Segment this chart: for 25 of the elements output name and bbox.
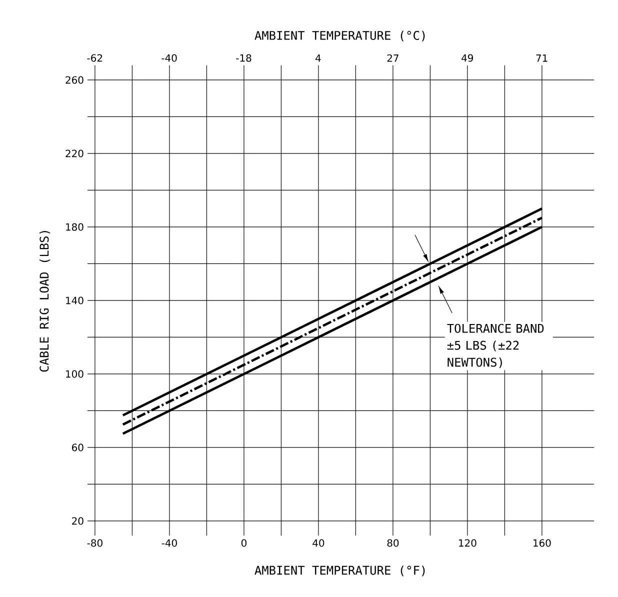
y-tick-label: 20 <box>72 517 84 525</box>
x2-tick-label: -18 <box>236 54 252 62</box>
x-tick-label: 0 <box>241 539 246 547</box>
x-tick-label: -80 <box>87 539 102 547</box>
y-tick-label: 60 <box>72 444 84 452</box>
x2-tick-label: 71 <box>536 54 548 62</box>
x-tick-label: 160 <box>534 539 551 547</box>
annotation: TOLERANCE BAND ±5 LBS (±22 NEWTONS) <box>447 324 544 368</box>
y-tick-label: 180 <box>66 223 84 231</box>
x2-tick-label: 4 <box>315 54 321 62</box>
x2-axis-title: AMBIENT TEMPERATURE (°C) <box>254 30 425 42</box>
x-tick-label: 120 <box>459 539 476 547</box>
x2-tick-label: 27 <box>387 54 398 62</box>
x2-tick-label: -40 <box>162 54 177 62</box>
x-tick-label: -40 <box>162 539 177 547</box>
x-tick-label: 40 <box>312 539 324 547</box>
y-tick-label: 140 <box>66 296 84 304</box>
x2-tick-label: -62 <box>87 54 102 62</box>
x2-tick-label: 49 <box>462 54 474 62</box>
y-tick-label: 260 <box>66 76 84 84</box>
x-axis-title: AMBIENT TEMPERATURE (°F) <box>254 566 425 576</box>
y-axis-title: CABLE RIG LOAD (LBS) <box>39 231 50 372</box>
y-tick-label: 220 <box>66 150 84 158</box>
x-tick-label: 80 <box>387 539 399 547</box>
y-tick-label: 100 <box>66 370 84 378</box>
